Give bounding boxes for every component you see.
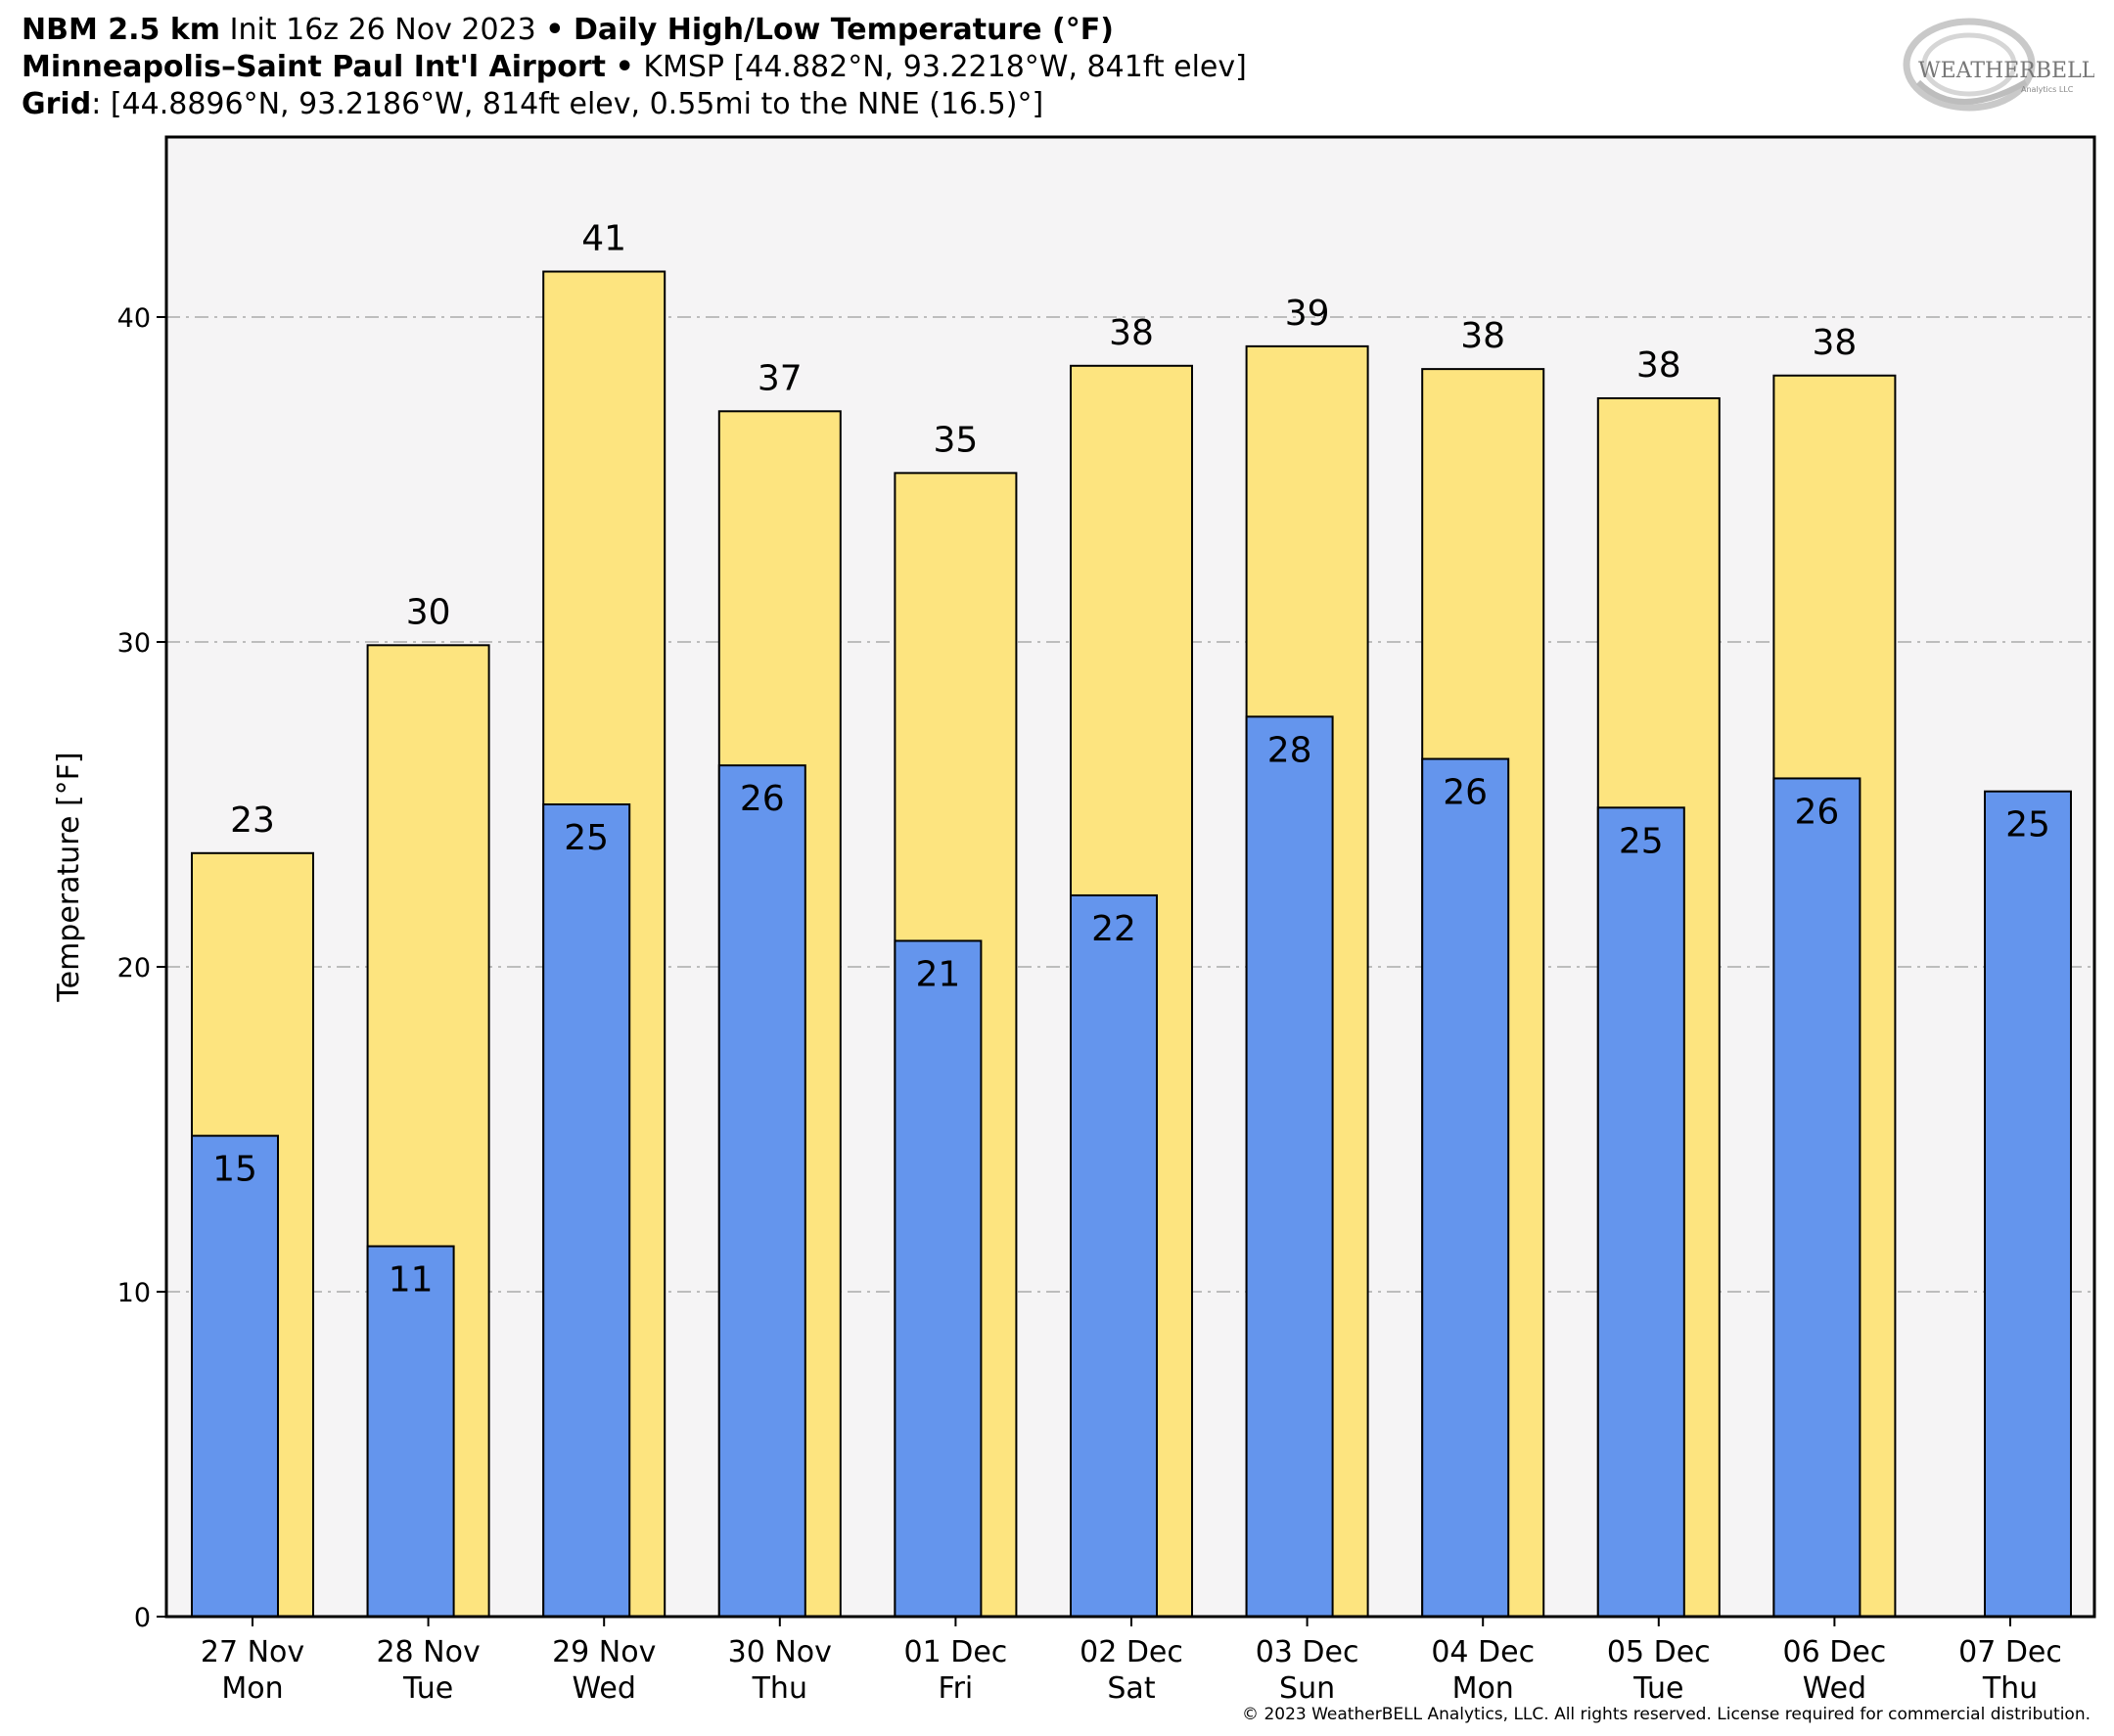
- x-tick-label-day: Wed: [1803, 1671, 1866, 1706]
- x-tick-label-day: Wed: [572, 1671, 635, 1706]
- x-tick-label-date: 02 Dec: [1080, 1635, 1183, 1669]
- bars: 23 15 30 11 41 25 37 26 35 21 38 22 39 28 38 26 38 25 38 26…: [191, 219, 2072, 1619]
- x-tick-label-date: 05 Dec: [1607, 1635, 1711, 1669]
- y-tick-label: 0: [134, 1603, 151, 1633]
- low-temp-label: 15: [212, 1150, 257, 1190]
- high-temp-label: 35: [933, 420, 978, 460]
- low-temp-bar: [1421, 757, 1510, 1618]
- high-temp-label: 37: [758, 358, 803, 398]
- low-temp-bar: [894, 939, 983, 1618]
- copyright-footer: © 2023 WeatherBELL Analytics, LLC. All r…: [1242, 1705, 2091, 1724]
- x-tick-label-date: 27 Nov: [201, 1635, 304, 1669]
- x-tick-label-day: Thu: [752, 1671, 807, 1706]
- high-temp-label: 39: [1285, 294, 1330, 334]
- low-temp-bar: [1772, 777, 1861, 1618]
- init-time: Init 16z 26 Nov 2023: [229, 13, 536, 47]
- header-separator: •: [615, 50, 634, 84]
- weatherbell-logo: WEATHERBELL Analytics LLC: [1903, 18, 2094, 112]
- chart-title: Daily High/Low Temperature (°F): [574, 13, 1114, 47]
- x-tick-label-date: 03 Dec: [1256, 1635, 1359, 1669]
- y-axis-label: Temperature [°F]: [52, 752, 86, 1002]
- low-temp-bar: [542, 803, 631, 1618]
- grid-label: Grid: [22, 87, 92, 121]
- x-tick-label-day: Mon: [221, 1671, 283, 1706]
- high-temp-label: 38: [1812, 323, 1857, 363]
- x-tick-label-day: Sun: [1279, 1671, 1335, 1706]
- low-temp-label: 22: [1091, 909, 1136, 949]
- low-temp-bar: [191, 1134, 279, 1618]
- logo-subtext: Analytics LLC: [2021, 85, 2074, 94]
- x-tick-label-day: Tue: [402, 1671, 453, 1706]
- high-temp-label: 38: [1636, 345, 1681, 386]
- header-separator: •: [545, 13, 565, 47]
- high-temp-label: 41: [581, 219, 626, 259]
- y-tick-label: 20: [117, 953, 151, 983]
- y-tick-label: 10: [117, 1278, 151, 1308]
- low-temp-label: 26: [1443, 773, 1488, 813]
- low-temp-label: 25: [564, 818, 609, 858]
- x-tick-label-date: 29 Nov: [552, 1635, 656, 1669]
- logo-text: WEATHERBELL: [1918, 59, 2094, 83]
- low-temp-label: 25: [1619, 821, 1664, 861]
- low-temp-label: 11: [389, 1260, 434, 1301]
- x-tick-label-date: 04 Dec: [1431, 1635, 1535, 1669]
- low-temp-bar: [1070, 893, 1158, 1618]
- x-tick-label-date: 06 Dec: [1783, 1635, 1887, 1669]
- x-tick-label-date: 07 Dec: [1958, 1635, 2062, 1669]
- low-temp-bar: [366, 1245, 455, 1619]
- model-name: NBM 2.5 km: [22, 13, 221, 47]
- low-temp-label: 26: [740, 779, 785, 819]
- high-temp-label: 30: [406, 592, 451, 632]
- low-temp-label: 21: [915, 954, 960, 994]
- station-name: Minneapolis–Saint Paul Int'l Airport: [22, 50, 607, 84]
- header-line-1: NBM 2.5 km Init 16z 26 Nov 2023 • Daily …: [22, 12, 1114, 49]
- low-temp-bar: [1245, 715, 1334, 1618]
- station-info: KMSP [44.882°N, 93.2218°W, 841ft elev]: [643, 50, 1247, 84]
- y-tick-label: 40: [117, 303, 151, 334]
- low-temp-label: 28: [1267, 730, 1312, 770]
- low-temp-bar: [1596, 806, 1685, 1618]
- low-temp-bar: [717, 764, 806, 1618]
- high-temp-label: 38: [1460, 316, 1505, 356]
- x-tick-label-day: Sat: [1107, 1671, 1155, 1706]
- low-temp-bar: [1984, 790, 2072, 1618]
- y-tick-label: 30: [117, 628, 151, 659]
- low-temp-label: 26: [1794, 792, 1839, 832]
- x-tick-label-date: 28 Nov: [376, 1635, 480, 1669]
- high-temp-label: 38: [1109, 313, 1154, 353]
- high-temp-label: 23: [230, 800, 275, 841]
- x-tick-label-date: 30 Nov: [728, 1635, 832, 1669]
- grid-info: : [44.8896°N, 93.2186°W, 814ft elev, 0.5…: [91, 87, 1044, 121]
- x-tick-label-day: Fri: [939, 1671, 974, 1706]
- x-tick-label-day: Tue: [1632, 1671, 1683, 1706]
- x-tick-label-day: Thu: [1982, 1671, 2038, 1706]
- x-tick-label-date: 01 Dec: [904, 1635, 1008, 1669]
- header-line-3: Grid: [44.8896°N, 93.2186°W, 814ft elev,…: [22, 86, 1043, 123]
- low-temp-label: 25: [2005, 805, 2050, 845]
- x-tick-label-day: Mon: [1452, 1671, 1514, 1706]
- header-line-2: Minneapolis–Saint Paul Int'l Airport • K…: [22, 49, 1247, 86]
